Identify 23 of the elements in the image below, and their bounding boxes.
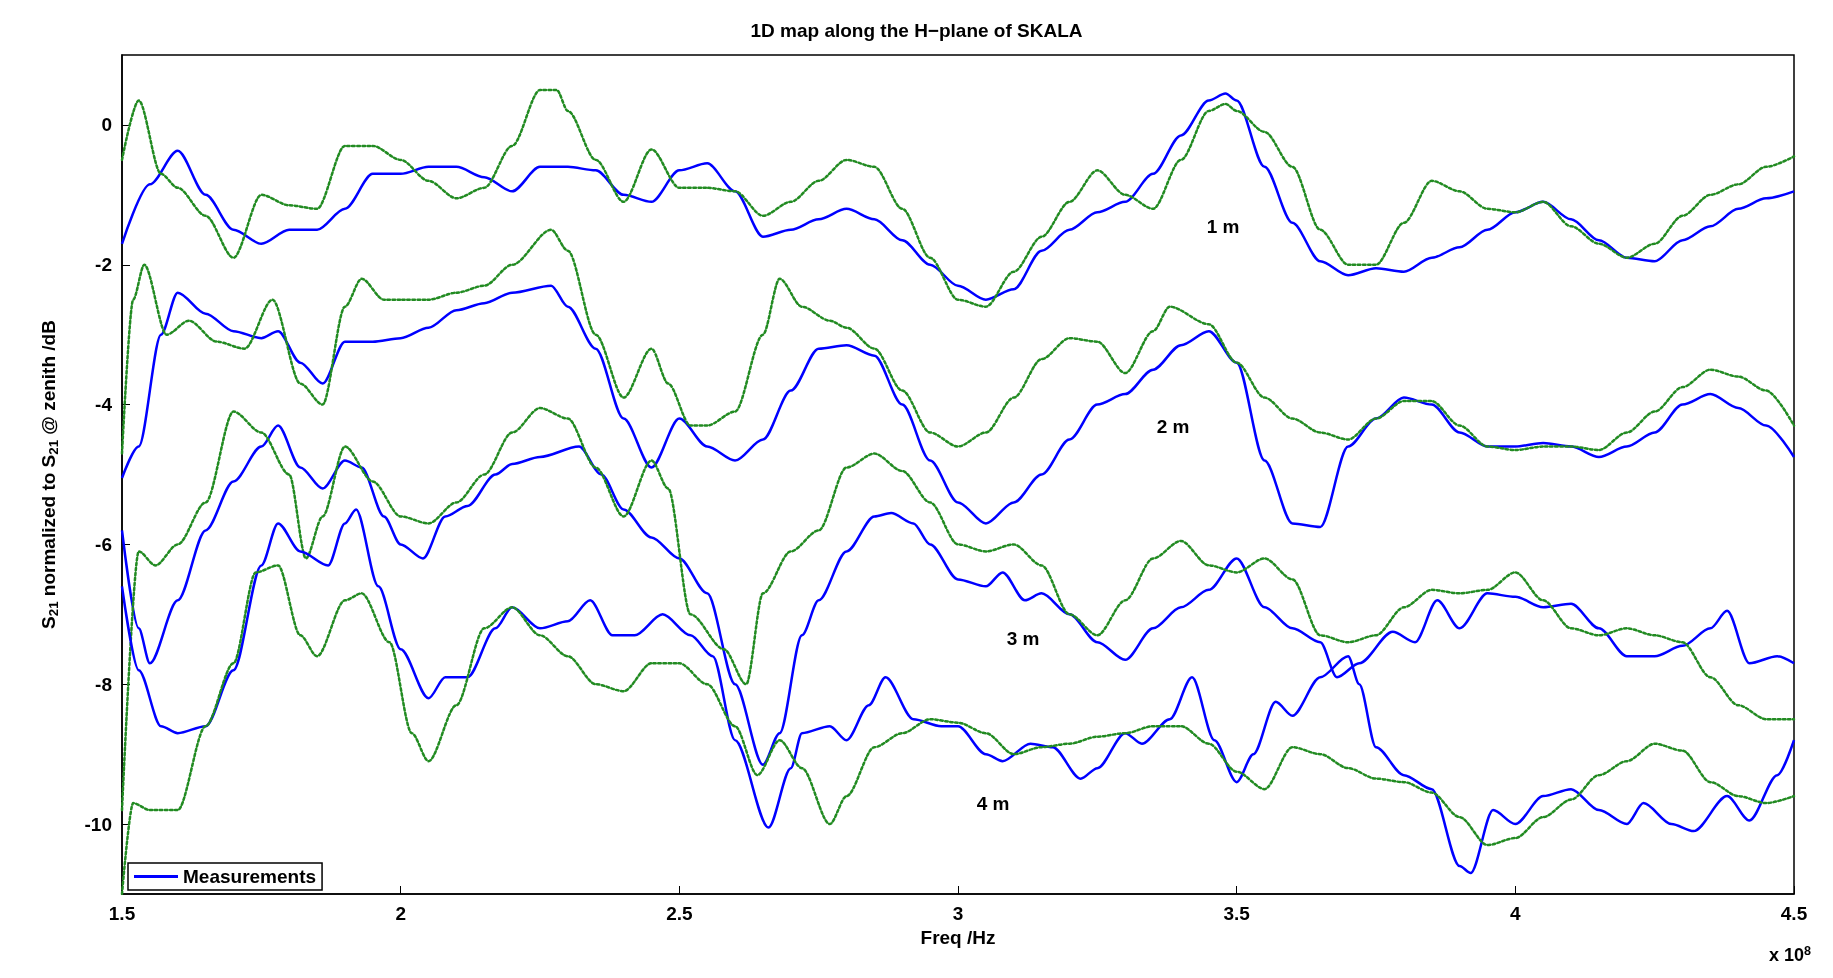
y-tick-label: -6 — [95, 533, 112, 555]
line-series — [120, 406, 1796, 812]
x-tick-label: 3 — [952, 903, 964, 924]
x-tick-label: 2 — [395, 903, 406, 924]
annotation: 4 m — [976, 792, 1010, 814]
annotation: 1 m — [1206, 215, 1240, 237]
y-axis-title: S21 normalized to S21 @ zenith /dB — [38, 320, 61, 629]
y-tick-label: -4 — [95, 394, 113, 416]
x-tick-label: 4.5 — [1780, 903, 1808, 924]
y-tick-label: 0 — [101, 114, 112, 136]
y-tick-label: -8 — [95, 673, 112, 695]
annotation: 2 m — [1156, 415, 1190, 437]
x-tick-label: 3.5 — [1223, 903, 1251, 924]
legend-label: Measurements — [183, 866, 317, 887]
x-axis-title: Freq /Hz — [920, 926, 996, 948]
y-tick-label: -2 — [95, 254, 112, 276]
x-tick-label: 4 — [1510, 903, 1522, 924]
chart-title: 1D map along the H−plane of SKALA — [750, 20, 1083, 41]
x-tick-label: 1.5 — [108, 903, 136, 924]
x-tick-label: 2.5 — [666, 903, 693, 924]
line-series — [120, 284, 1796, 529]
annotation: 3 m — [1006, 627, 1040, 649]
y-tick-label: -10 — [84, 813, 112, 835]
